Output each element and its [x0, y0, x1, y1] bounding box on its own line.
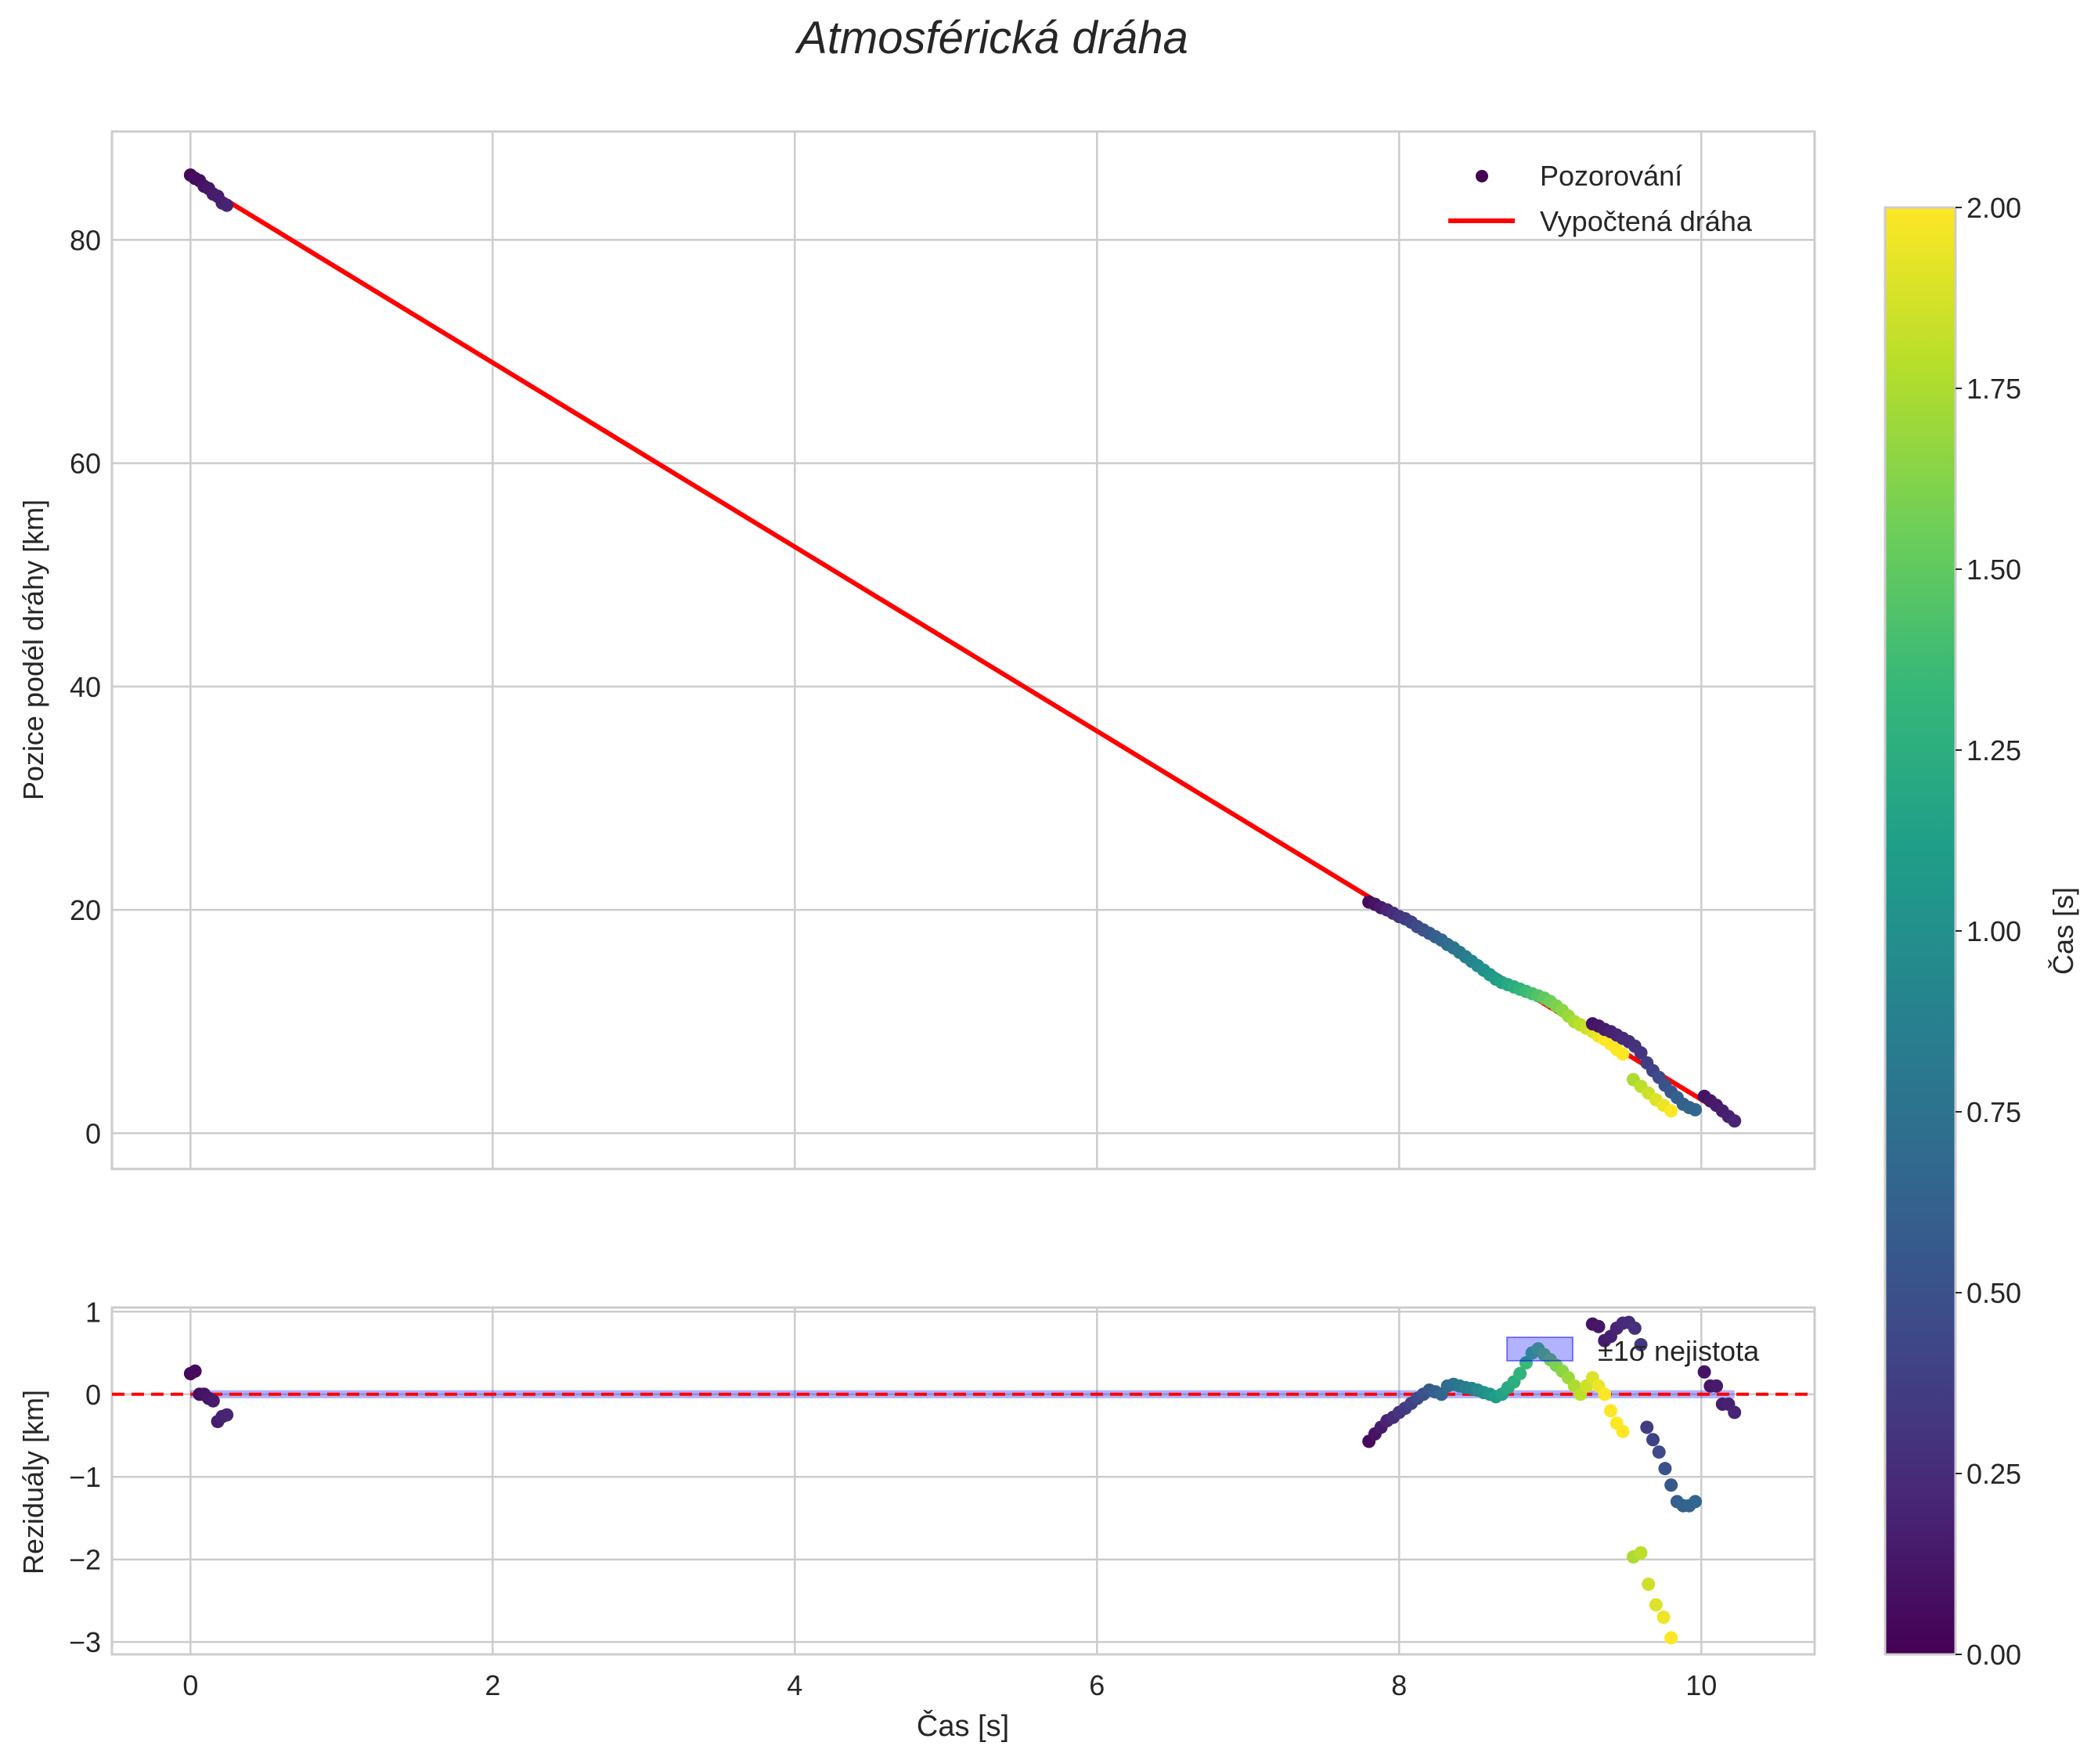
res-observation-point — [1656, 1611, 1671, 1625]
main-yticks: 0 20 40 60 80 — [70, 224, 101, 1149]
main-ytick-label: 0 — [85, 1117, 101, 1149]
res-ytick-label: −3 — [69, 1626, 101, 1658]
res-observation-point — [1598, 1387, 1612, 1401]
x-tick-label: 2 — [485, 1669, 500, 1701]
res-observation-point — [1664, 1478, 1678, 1492]
res-observation-point — [1513, 1366, 1527, 1380]
legend-uncertainty-marker — [1506, 1337, 1574, 1362]
res-observation-point — [1710, 1379, 1724, 1393]
residual-legend: ±1σ nejistota — [1506, 1335, 1760, 1367]
colorbar-tick-label: 0.25 — [1966, 1458, 2021, 1490]
colorbar-ticks: 0.00 0.25 0.50 0.75 1.00 1.25 1.50 1.75 2.00 — [1956, 192, 2021, 1671]
main-grid — [112, 132, 1815, 1169]
x-tick-label: 8 — [1391, 1669, 1407, 1701]
main-panel: 0 20 40 60 80 Pozice podél dráhy [km] Pozoro… — [17, 130, 1816, 1171]
main-observation-point — [220, 198, 234, 212]
res-observation-point — [1646, 1433, 1660, 1447]
main-observation-point — [1616, 1047, 1630, 1061]
colorbar-tick-label: 2.00 — [1966, 192, 2021, 224]
main-observation-point — [1728, 1114, 1742, 1128]
main-ytick-label: 40 — [70, 671, 101, 703]
res-observation-point — [1652, 1445, 1666, 1459]
res-observation-point — [1634, 1337, 1648, 1351]
main-observation-point — [1689, 1102, 1703, 1116]
colorbar-tick-label: 1.75 — [1966, 373, 2021, 405]
main-ylabel: Pozice podél dráhy [km] — [17, 500, 49, 800]
figure-title: Atmosférická dráha — [795, 13, 1188, 63]
res-observation-point — [1664, 1631, 1678, 1645]
x-tick-label: 0 — [182, 1669, 198, 1701]
main-observation-points — [183, 168, 1742, 1128]
colorbar-gradient — [1885, 207, 1956, 1654]
legend-observation-label: Pozorování — [1540, 160, 1682, 192]
res-observation-point — [206, 1394, 220, 1408]
res-observation-point — [1689, 1495, 1703, 1509]
main-ytick-label: 80 — [70, 224, 101, 256]
res-observation-point — [1519, 1356, 1533, 1370]
main-observation-point — [1634, 1046, 1648, 1060]
residual-axes-frame — [110, 1306, 1816, 1656]
res-observation-point — [1640, 1420, 1654, 1434]
main-axes-frame — [110, 130, 1816, 1171]
main-observation-point — [1664, 1104, 1678, 1118]
residual-points — [183, 1315, 1742, 1645]
colorbar-tick-label: 0.00 — [1966, 1639, 2021, 1671]
legend-observation-marker — [1476, 170, 1488, 182]
res-observation-point — [220, 1408, 234, 1422]
residual-ylabel: Reziduály [km] — [17, 1390, 49, 1575]
x-tick-label: 10 — [1685, 1669, 1717, 1701]
colorbar-label: Čas [s] — [2047, 887, 2079, 975]
res-observation-point — [1697, 1365, 1711, 1379]
res-observation-point — [1592, 1319, 1606, 1333]
res-observation-point — [1628, 1321, 1642, 1335]
main-ytick-label: 60 — [70, 448, 101, 480]
res-observation-point — [188, 1364, 202, 1378]
res-observation-point — [1658, 1462, 1672, 1476]
res-observation-point — [1642, 1577, 1656, 1591]
res-ytick-label: −2 — [69, 1544, 101, 1576]
colorbar: 0.00 0.25 0.50 0.75 1.00 1.25 1.50 1.75 2.00 Čas… — [1884, 192, 2079, 1671]
residual-xticks: 0 2 4 6 8 10 — [182, 1669, 1717, 1701]
main-ytick-label: 20 — [70, 894, 101, 926]
res-observation-point — [1603, 1404, 1617, 1418]
res-observation-point — [1634, 1546, 1648, 1560]
res-observation-point — [1616, 1424, 1630, 1438]
residual-yticks: −3 −2 −1 0 1 — [69, 1296, 101, 1658]
colorbar-tick-label: 1.25 — [1966, 734, 2021, 767]
colorbar-tick-label: 1.00 — [1966, 915, 2021, 947]
res-ytick-label: −1 — [69, 1461, 101, 1493]
res-observation-point — [1649, 1598, 1663, 1612]
x-axis-label: Čas [s] — [917, 1708, 1009, 1743]
colorbar-tick-label: 0.75 — [1966, 1096, 2021, 1128]
x-tick-label: 6 — [1089, 1669, 1105, 1701]
main-legend: Pozorování Vypočtená dráha — [1448, 160, 1753, 237]
colorbar-tick-label: 1.50 — [1966, 554, 2021, 586]
res-ytick-label: 1 — [85, 1296, 101, 1328]
x-tick-label: 4 — [787, 1669, 802, 1701]
res-ytick-label: 0 — [85, 1379, 101, 1411]
res-observation-point — [1728, 1405, 1742, 1419]
colorbar-tick-label: 0.50 — [1966, 1277, 2021, 1309]
residual-panel: −3−2−101 0 2 4 6 8 10 Reziduály [km] Čas [s] … — [17, 1296, 1816, 1743]
legend-uncertainty-label: ±1σ nejistota — [1598, 1335, 1760, 1367]
legend-fit-label: Vypočtená dráha — [1540, 205, 1753, 237]
